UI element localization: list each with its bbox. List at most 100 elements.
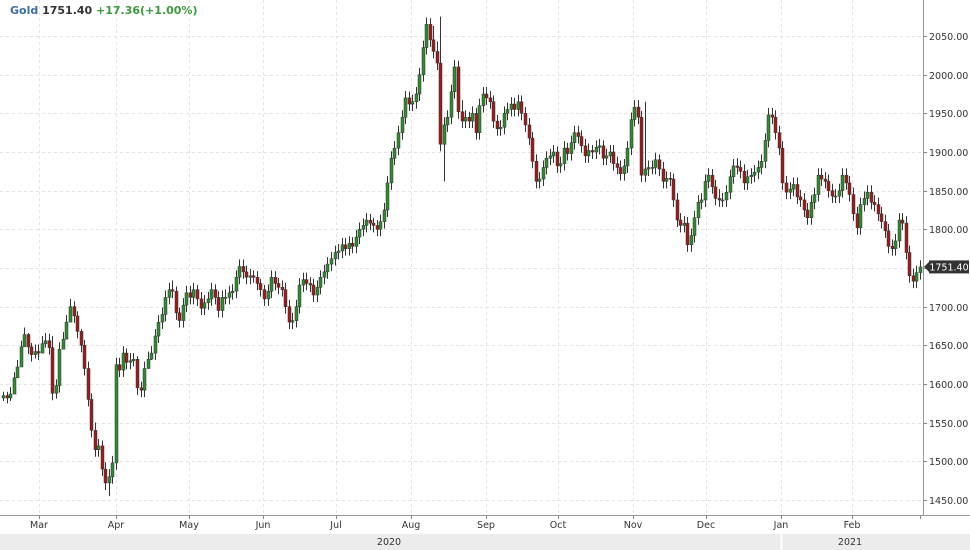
candle-body: [460, 111, 465, 122]
candle-body: [601, 145, 606, 159]
candle: [400, 110, 405, 140]
candle: [354, 230, 359, 254]
candle: [442, 117, 447, 182]
y-tick-label: 1600.00: [929, 380, 968, 391]
candle-body: [93, 430, 98, 450]
candle: [671, 173, 676, 207]
candle: [830, 183, 835, 204]
candle: [22, 327, 27, 348]
candle: [668, 172, 673, 187]
candle-body: [82, 345, 87, 369]
candle-body: [862, 198, 867, 205]
candle: [142, 361, 147, 398]
candle-body: [773, 116, 778, 133]
candle-body: [766, 114, 771, 141]
candle: [153, 329, 158, 361]
candle-body: [47, 340, 52, 348]
candle-body: [661, 168, 666, 182]
x-tick-label: Jun: [255, 520, 271, 531]
candle: [114, 357, 119, 470]
candle: [657, 154, 662, 176]
candle-body: [361, 225, 366, 230]
candle-body: [206, 298, 211, 304]
candle-body: [89, 399, 94, 431]
candle-body: [72, 306, 77, 317]
candle: [258, 278, 263, 297]
candle-body: [745, 176, 750, 184]
candle: [710, 169, 715, 194]
candle: [706, 168, 711, 189]
candle: [19, 340, 24, 368]
candle: [1, 391, 6, 402]
candle: [498, 120, 503, 136]
x-tick-label: Dec: [697, 520, 715, 531]
candle: [93, 422, 98, 457]
candle-body: [340, 244, 345, 252]
candle-body: [812, 194, 817, 203]
candle: [565, 142, 570, 161]
candle-body: [311, 284, 316, 296]
candle-body: [770, 114, 775, 118]
candle: [527, 117, 532, 146]
candle: [191, 282, 196, 305]
candle: [784, 175, 789, 200]
candle: [329, 251, 334, 272]
candle-body: [343, 244, 348, 249]
candle-body: [819, 174, 824, 180]
candle: [512, 97, 517, 117]
candle: [269, 270, 274, 299]
candle-body: [650, 167, 655, 169]
candle-body: [209, 289, 214, 300]
candle: [290, 312, 295, 330]
candle-body: [914, 272, 919, 282]
candle: [47, 333, 52, 355]
candle: [304, 272, 309, 291]
grid-lines: [0, 0, 921, 515]
candle: [798, 189, 803, 207]
candle: [96, 438, 101, 457]
candle-body: [879, 213, 884, 222]
candle-body: [837, 190, 842, 197]
candle-body: [304, 279, 309, 284]
candle-body: [354, 236, 359, 247]
candle: [678, 213, 683, 233]
candle-body: [537, 178, 542, 182]
candle: [551, 145, 556, 163]
candle-body: [717, 198, 722, 201]
candle: [382, 203, 387, 229]
candle: [720, 192, 725, 207]
candle-body: [696, 202, 701, 218]
candle-body: [153, 335, 158, 354]
candle: [819, 168, 824, 187]
candle: [26, 332, 31, 354]
candle: [294, 299, 299, 328]
candle-body: [357, 229, 362, 238]
candle-body: [851, 194, 856, 215]
candle-body: [318, 277, 323, 288]
y-tick-label: 1900.00: [929, 148, 968, 159]
candle-body: [865, 191, 870, 199]
candle-body: [308, 283, 313, 286]
candle: [791, 177, 796, 197]
year-label: 2020: [377, 537, 401, 548]
candle: [15, 360, 20, 379]
candle: [336, 244, 341, 260]
candle-body: [509, 103, 514, 110]
candle: [692, 210, 697, 243]
candle-body: [385, 182, 390, 211]
candle-body: [262, 289, 267, 300]
x-tick-label: Jan: [773, 520, 789, 531]
x-tick-label: Oct: [550, 520, 567, 531]
candle: [57, 342, 62, 393]
candle: [276, 278, 281, 295]
last-price-box: [929, 260, 969, 274]
candle: [417, 67, 422, 101]
candle-body: [336, 250, 341, 253]
candle-body: [382, 209, 387, 222]
candle-body: [594, 147, 599, 153]
candle: [643, 101, 648, 183]
candle-body: [301, 279, 306, 286]
candle: [847, 175, 852, 202]
candle: [519, 95, 524, 121]
